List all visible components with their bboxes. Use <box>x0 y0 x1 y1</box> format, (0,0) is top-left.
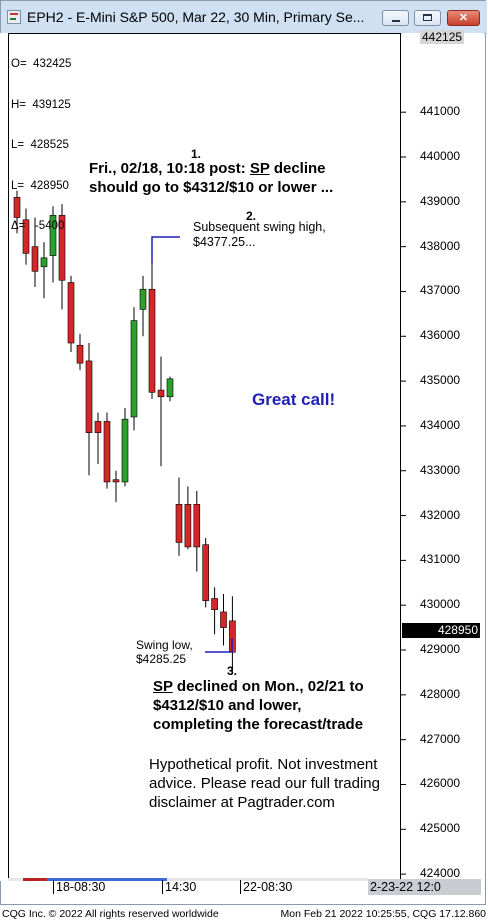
candle-down <box>184 504 192 548</box>
delta-value: Δ= -5400 <box>11 220 65 232</box>
time-axis-divider <box>240 880 241 894</box>
candle-down <box>202 544 209 602</box>
copyright-text: CQG Inc. © 2022 All rights reserved worl… <box>2 908 219 920</box>
time-axis[interactable] <box>8 879 484 895</box>
y-tick-label: 436000 <box>420 328 461 343</box>
candle-down <box>148 288 156 393</box>
annotation-1-text: Fri., 02/18, 10:18 post: SP decline shou… <box>89 160 334 196</box>
candle-down <box>112 479 120 483</box>
y-axis-ticks <box>401 111 406 875</box>
time-label-3: 22-08:30 <box>243 880 293 894</box>
annotation-1-number: 1. <box>191 147 202 161</box>
candle-down <box>31 246 39 272</box>
y-tick-label: 437000 <box>420 283 461 298</box>
candle-up <box>40 257 48 268</box>
y-tick-label: 434000 <box>420 417 461 432</box>
y-tick-label: 440000 <box>420 149 461 163</box>
candle-down <box>175 504 183 543</box>
time-scroll-marker-blue <box>47 878 167 881</box>
annotation-markers <box>151 236 233 653</box>
candle-up <box>49 214 57 256</box>
candle-down <box>103 421 111 483</box>
candle-up <box>166 378 174 398</box>
maximize-button[interactable] <box>414 10 441 26</box>
y-tick-label: 430000 <box>420 597 461 612</box>
low-value: L= 428525 <box>11 139 69 151</box>
candle-down <box>58 214 66 281</box>
annotation-3-number: 3. <box>227 664 238 678</box>
time-scroll-track[interactable] <box>8 878 368 881</box>
close-button[interactable] <box>447 10 480 26</box>
date-readout: 2-23-22 12:0 <box>368 879 481 895</box>
y-tick-label: 435000 <box>420 373 461 388</box>
candle-up <box>139 288 147 310</box>
y-tick-label: 427000 <box>420 731 461 746</box>
top-price-label: 442125 <box>420 30 465 44</box>
disclaimer-text: Hypothetical profit. Not investment advi… <box>149 756 380 811</box>
candles <box>13 190 236 672</box>
candle-down <box>211 598 218 610</box>
y-tick-label: 438000 <box>420 238 461 253</box>
annotation-2-text: Subsequent swing high, $4377.25... <box>193 220 326 249</box>
y-tick-label: 441000 <box>420 104 461 119</box>
last-value: L= 428950 <box>11 179 69 192</box>
candle-up <box>130 320 138 418</box>
y-tick-label: 439000 <box>420 193 461 208</box>
open-value: O= 432425 <box>11 58 72 70</box>
candle-down <box>85 360 93 433</box>
minimize-button[interactable] <box>382 10 409 26</box>
candle-up <box>121 418 129 483</box>
last-price-tag: 428950 <box>402 623 480 638</box>
candle-down <box>193 504 201 548</box>
price-axis[interactable] <box>402 33 484 881</box>
candle-down <box>157 389 165 398</box>
y-tick-label: 426000 <box>420 776 461 791</box>
time-axis-divider <box>162 880 163 894</box>
time-scroll-marker-red <box>23 878 47 881</box>
time-axis-divider <box>53 880 54 894</box>
y-tick-label: 433000 <box>420 462 461 477</box>
candle-down <box>94 421 102 433</box>
time-label-1: 18-08:30 <box>56 880 106 894</box>
window-title: EPH2 - E-Mini S&P 500, Mar 22, 30 Min, P… <box>27 9 365 25</box>
annotation-3-text: SP declined on Mon., 02/21 to $4312/$10 … <box>153 678 364 733</box>
candle-down <box>220 611 227 628</box>
y-tick-label: 425000 <box>420 821 461 836</box>
left-margin <box>0 33 8 881</box>
y-tick-label: 424000 <box>420 866 461 881</box>
timestamp-text: Mon Feb 21 2022 10:25:55, CQG 17.12.860 <box>280 908 486 920</box>
plot-area[interactable] <box>8 33 401 881</box>
candle-down <box>67 282 75 344</box>
title-bar[interactable]: EPH2 - E-Mini S&P 500, Mar 22, 30 Min, P… <box>1 1 487 34</box>
time-label-2: 14:30 <box>165 880 197 894</box>
y-tick-label: 432000 <box>420 507 461 522</box>
status-bar: CQG Inc. © 2022 All rights reserved worl… <box>0 905 488 923</box>
swing-low-marker <box>205 638 233 653</box>
swing-low-label: Swing low, $4285.25 <box>136 638 193 666</box>
candle-down <box>13 197 21 218</box>
y-tick-label: 431000 <box>420 552 461 567</box>
swing-high-marker <box>151 236 180 263</box>
great-call-label: Great call! <box>252 390 336 409</box>
ohlc-readout: O= 432425 H= 439125 L= 428525 L= 428950 … <box>11 31 71 247</box>
y-tick-label: 429000 <box>420 642 461 656</box>
y-tick-label: 428000 <box>420 686 461 701</box>
high-value: H= 439125 <box>11 98 71 111</box>
candle-down <box>22 219 30 254</box>
annotation-2-number: 2. <box>246 209 257 223</box>
chart-app-icon[interactable] <box>7 10 21 24</box>
candle-down <box>76 344 84 364</box>
